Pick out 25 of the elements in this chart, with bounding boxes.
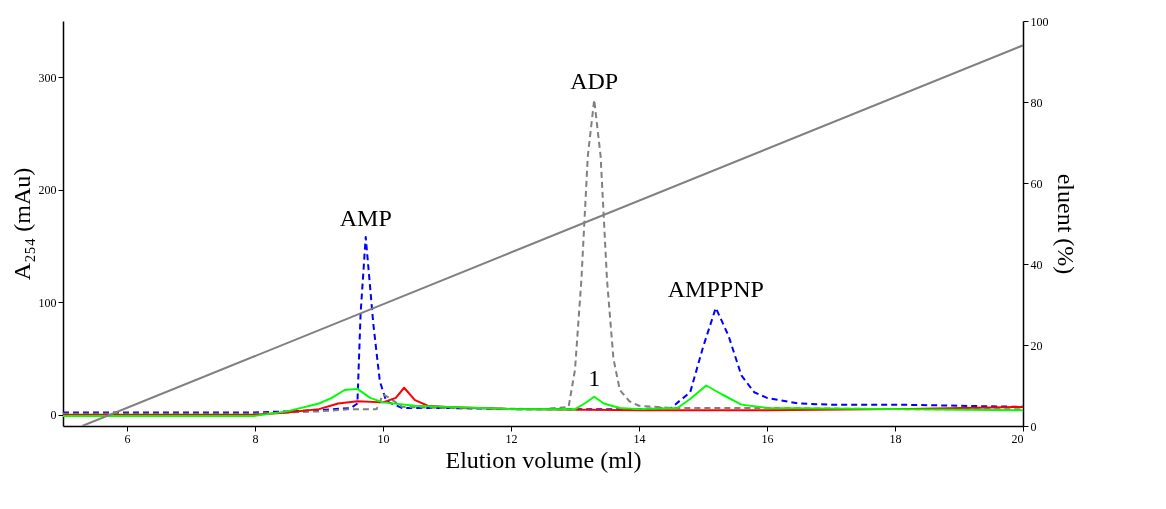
x-axis-title: Elution volume (ml) (445, 446, 642, 473)
annotation: 1 (588, 364, 601, 391)
y2-tick-label: 80 (1030, 95, 1043, 110)
x-tick-label: 8 (252, 431, 259, 446)
y-tick-label: 200 (38, 183, 57, 198)
y2-axis-title: eluent (%) (1052, 173, 1079, 275)
y-tick-label: 100 (38, 295, 57, 310)
x-tick-label: 18 (889, 431, 902, 446)
x-tick-label: 20 (1011, 431, 1024, 446)
x-tick-label: 14 (633, 431, 646, 446)
y2-tick-label: 20 (1030, 338, 1043, 353)
y-tick-label: 0 (50, 408, 57, 423)
annotation: AMPPNP (667, 275, 764, 302)
y2-tick-label: 40 (1030, 257, 1043, 272)
y-axis-title: A₂₅₄ (mAu) (8, 167, 35, 281)
y-tick-label: 300 (38, 70, 57, 85)
y2-tick-label: 100 (1030, 14, 1049, 29)
y2-tick-label: 60 (1030, 176, 1043, 191)
x-tick-label: 10 (377, 431, 390, 446)
x-tick-label: 12 (505, 431, 518, 446)
annotation: AMP (339, 205, 392, 231)
y2-tick-label: 0 (1030, 419, 1037, 434)
x-tick-label: 16 (761, 431, 774, 446)
annotation: ADP (570, 67, 619, 94)
x-tick-label: 6 (124, 431, 131, 446)
